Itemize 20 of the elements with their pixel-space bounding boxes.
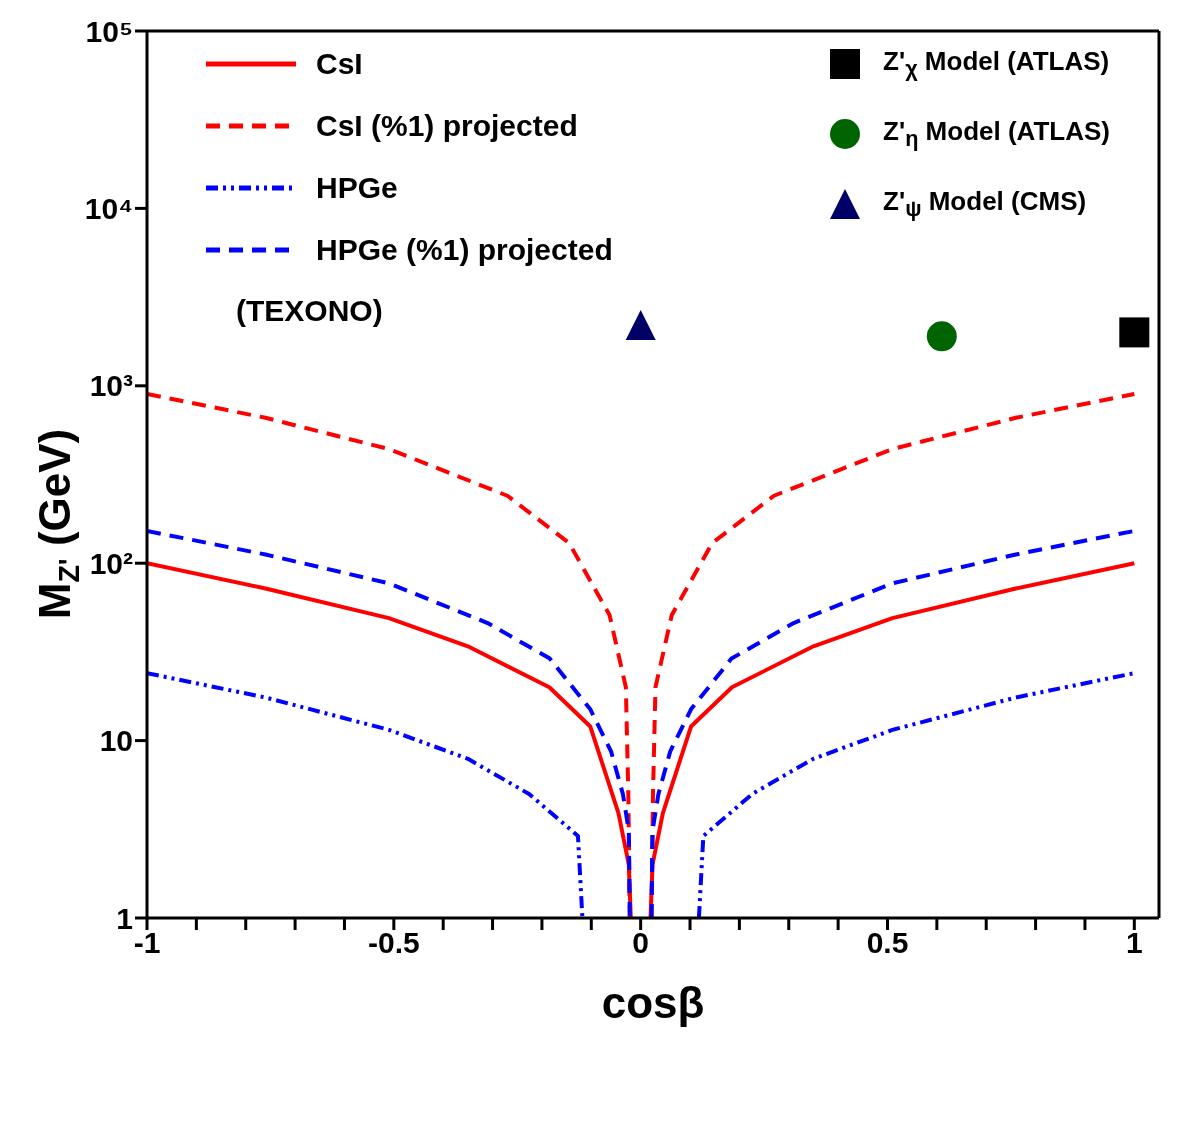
legend-label: Z'$_{ψ}$ Model (CMS) <box>883 185 1087 223</box>
y-tick-label: 10² <box>89 546 134 580</box>
legend-label: CsI <box>316 47 363 81</box>
legend-label: HPGe (%1) projected <box>316 233 613 267</box>
legend-label: CsI (%1) projected <box>316 109 578 143</box>
x-tick-label: -0.5 <box>367 926 420 960</box>
y-tick-label: 10 <box>99 724 133 758</box>
legend-label: Z'$_{χ}$ Model (ATLAS) <box>883 45 1110 83</box>
x-tick-label: 0.5 <box>866 926 909 960</box>
legend-label: Z'$_{η}$ Model (ATLAS) <box>883 115 1110 153</box>
y-tick-label: 10⁵ <box>85 14 133 48</box>
x-tick-label: 1 <box>1125 926 1143 960</box>
y-tick-label: 1 <box>116 901 133 935</box>
annotation: (TEXONO) <box>236 294 384 328</box>
x-tick-label: 0 <box>632 926 649 960</box>
legend-label: HPGe <box>316 171 398 205</box>
x-tick-label: -1 <box>133 926 161 960</box>
y-tick-label: 10³ <box>89 369 134 403</box>
x-axis-title: cosβ <box>601 978 705 1027</box>
y-tick-label: 10⁴ <box>84 192 133 226</box>
